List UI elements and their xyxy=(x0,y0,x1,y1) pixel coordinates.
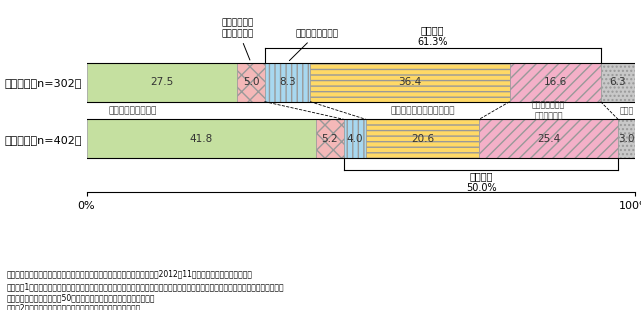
Text: 資料：中小企業庁委託「中小企業の事業承継に関するアンケート調査」（2012年11月、（株）野村総合研究所）: 資料：中小企業庁委託「中小企業の事業承継に関するアンケート調査」（2012年11… xyxy=(6,270,253,279)
Text: 6.3: 6.3 xyxy=(610,77,626,87)
Bar xyxy=(315,119,344,158)
Bar xyxy=(87,119,315,158)
Text: 3.0: 3.0 xyxy=(618,134,635,144)
Text: 8.3: 8.3 xyxy=(279,77,296,87)
Text: 27.5: 27.5 xyxy=(150,77,174,87)
Bar xyxy=(601,63,635,102)
Bar xyxy=(265,63,310,102)
Text: 地域に需要・
発展性がない: 地域に需要・ 発展性がない xyxy=(221,19,253,60)
Text: 36.4: 36.4 xyxy=(398,77,422,87)
Bar xyxy=(344,119,366,158)
Text: 息子・娘がいない: 息子・娘がいない xyxy=(289,29,338,61)
Bar xyxy=(479,119,618,158)
Text: （注）　1．今後の事業運営方針について「廃業したい」、又は、経営者引退後の事業継続について「事業をやめたい」と回答した、: （注） 1．今後の事業運営方針について「廃業したい」、又は、経営者引退後の事業継… xyxy=(6,282,284,291)
Text: 16.6: 16.6 xyxy=(544,77,567,87)
Text: 2．「その他」には、「従業員の確保が難しい」を含む。: 2．「その他」には、「従業員の確保が難しい」を含む。 xyxy=(6,303,140,310)
Text: 4.0: 4.0 xyxy=(347,134,363,144)
Text: その他: その他 xyxy=(619,106,633,115)
Bar xyxy=(310,63,510,102)
Bar xyxy=(237,63,265,102)
Text: 後継者難
61.3%: 後継者難 61.3% xyxy=(417,25,448,46)
Bar xyxy=(510,63,601,102)
Text: 41.8: 41.8 xyxy=(190,134,213,144)
Text: 25.4: 25.4 xyxy=(537,134,560,144)
Text: 適当な後継者が
見付からない: 適当な後継者が 見付からない xyxy=(532,101,565,120)
Text: 5.2: 5.2 xyxy=(322,134,338,144)
Text: 経営者の年齢が50歳以上の小規模事業者を集計している。: 経営者の年齢が50歳以上の小規模事業者を集計している。 xyxy=(6,293,155,302)
Text: 息子・娘に継ぐ意思がない: 息子・娘に継ぐ意思がない xyxy=(390,106,454,115)
Text: 5.0: 5.0 xyxy=(243,77,259,87)
Text: 20.6: 20.6 xyxy=(411,134,434,144)
Text: 事業に将来性がない: 事業に将来性がない xyxy=(108,106,157,115)
Bar xyxy=(366,119,479,158)
Text: 後継者難
50.0%: 後継者難 50.0% xyxy=(466,171,496,193)
Bar xyxy=(87,63,237,102)
Bar xyxy=(618,119,635,158)
